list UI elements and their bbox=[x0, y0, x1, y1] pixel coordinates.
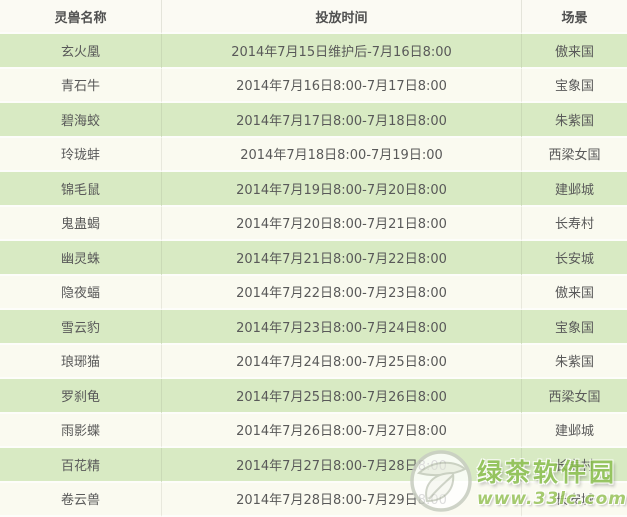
cell-scene: 朱紫国 bbox=[522, 103, 627, 138]
cell-beast-name: 鬼蛊蝎 bbox=[0, 206, 162, 241]
table-row: 青石牛 2014年7月16日8:00-7月17日8:00 宝象国 bbox=[0, 68, 627, 103]
cell-scene: 西梁女国 bbox=[522, 137, 627, 172]
table-row: 锦毛鼠 2014年7月19日8:00-7月20日8:00 建邺城 bbox=[0, 172, 627, 207]
cell-beast-name: 罗刹龟 bbox=[0, 379, 162, 414]
table-row: 罗刹龟 2014年7月25日8:00-7月26日8:00 西梁女国 bbox=[0, 379, 627, 414]
cell-release-time: 2014年7月28日8:00-7月29日8:00 bbox=[162, 482, 522, 517]
column-header-beast-name: 灵兽名称 bbox=[0, 0, 162, 34]
cell-release-time: 2014年7月24日8:00-7月25日8:00 bbox=[162, 344, 522, 379]
table-row: 隐夜蝠 2014年7月22日8:00-7月23日8:00 傲来国 bbox=[0, 275, 627, 310]
table-row: 碧海蛟 2014年7月17日8:00-7月18日8:00 朱紫国 bbox=[0, 103, 627, 138]
cell-beast-name: 玄火凰 bbox=[0, 34, 162, 69]
cell-release-time: 2014年7月15日维护后-7月16日8:00 bbox=[162, 34, 522, 69]
table-row: 百花精 2014年7月27日8:00-7月28日8:00 长寿村 bbox=[0, 448, 627, 483]
table-row: 雪云豹 2014年7月23日8:00-7月24日8:00 宝象国 bbox=[0, 310, 627, 345]
cell-release-time: 2014年7月21日8:00-7月22日8:00 bbox=[162, 241, 522, 276]
cell-scene: 建邺城 bbox=[522, 172, 627, 207]
table-row: 玲珑蚌 2014年7月18日8:00-7月19日:00 西梁女国 bbox=[0, 137, 627, 172]
cell-beast-name: 青石牛 bbox=[0, 68, 162, 103]
table-row: 鬼蛊蝎 2014年7月20日8:00-7月21日8:00 长寿村 bbox=[0, 206, 627, 241]
cell-scene: 长安城 bbox=[522, 241, 627, 276]
column-header-scene: 场景 bbox=[522, 0, 627, 34]
cell-scene: 宝象国 bbox=[522, 68, 627, 103]
cell-scene: 朱紫国 bbox=[522, 344, 627, 379]
column-header-release-time: 投放时间 bbox=[162, 0, 522, 34]
table-row: 琅琊猫 2014年7月24日8:00-7月25日8:00 朱紫国 bbox=[0, 344, 627, 379]
cell-beast-name: 百花精 bbox=[0, 448, 162, 483]
cell-beast-name: 玲珑蚌 bbox=[0, 137, 162, 172]
cell-scene: 傲来国 bbox=[522, 275, 627, 310]
cell-beast-name: 雪云豹 bbox=[0, 310, 162, 345]
cell-release-time: 2014年7月27日8:00-7月28日8:00 bbox=[162, 448, 522, 483]
cell-scene: 西梁女国 bbox=[522, 379, 627, 414]
cell-beast-name: 隐夜蝠 bbox=[0, 275, 162, 310]
table-row: 玄火凰 2014年7月15日维护后-7月16日8:00 傲来国 bbox=[0, 34, 627, 69]
cell-scene: 长寿村 bbox=[522, 206, 627, 241]
cell-scene: 宝象国 bbox=[522, 310, 627, 345]
cell-release-time: 2014年7月18日8:00-7月19日:00 bbox=[162, 137, 522, 172]
cell-beast-name: 幽灵蛛 bbox=[0, 241, 162, 276]
cell-scene: 傲来国 bbox=[522, 34, 627, 69]
cell-release-time: 2014年7月23日8:00-7月24日8:00 bbox=[162, 310, 522, 345]
cell-release-time: 2014年7月25日8:00-7月26日8:00 bbox=[162, 379, 522, 414]
cell-beast-name: 卷云兽 bbox=[0, 482, 162, 517]
table-row: 卷云兽 2014年7月28日8:00-7月29日8:00 长安城 bbox=[0, 482, 627, 517]
table-header-row: 灵兽名称 投放时间 场景 bbox=[0, 0, 627, 34]
cell-scene: 建邺城 bbox=[522, 413, 627, 448]
cell-release-time: 2014年7月20日8:00-7月21日8:00 bbox=[162, 206, 522, 241]
cell-release-time: 2014年7月22日8:00-7月23日8:00 bbox=[162, 275, 522, 310]
table-row: 雨影蝶 2014年7月26日8:00-7月27日8:00 建邺城 bbox=[0, 413, 627, 448]
cell-beast-name: 琅琊猫 bbox=[0, 344, 162, 379]
cell-release-time: 2014年7月19日8:00-7月20日8:00 bbox=[162, 172, 522, 207]
cell-scene: 长寿村 bbox=[522, 448, 627, 483]
cell-release-time: 2014年7月16日8:00-7月17日8:00 bbox=[162, 68, 522, 103]
cell-beast-name: 碧海蛟 bbox=[0, 103, 162, 138]
table-row: 幽灵蛛 2014年7月21日8:00-7月22日8:00 长安城 bbox=[0, 241, 627, 276]
cell-release-time: 2014年7月17日8:00-7月18日8:00 bbox=[162, 103, 522, 138]
cell-beast-name: 雨影蝶 bbox=[0, 413, 162, 448]
cell-release-time: 2014年7月26日8:00-7月27日8:00 bbox=[162, 413, 522, 448]
cell-scene: 长安城 bbox=[522, 482, 627, 517]
cell-beast-name: 锦毛鼠 bbox=[0, 172, 162, 207]
